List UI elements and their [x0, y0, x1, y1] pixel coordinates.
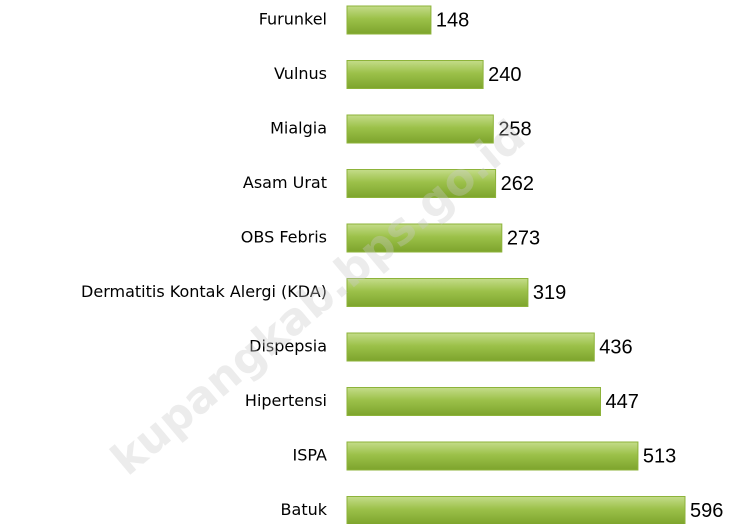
- bar: [346, 441, 639, 471]
- bar: [346, 5, 432, 35]
- value-label: 273: [507, 227, 540, 249]
- value-label: 436: [599, 336, 632, 358]
- value-label: 240: [488, 64, 521, 86]
- category-label: Batuk: [281, 500, 328, 519]
- value-label: 319: [533, 282, 566, 304]
- category-label: Asam Urat: [243, 173, 327, 192]
- value-label: 262: [501, 173, 534, 195]
- bar: [346, 332, 595, 362]
- category-label: ISPA: [293, 446, 328, 465]
- category-label: Furunkel: [259, 10, 327, 29]
- value-label: 258: [498, 118, 531, 140]
- bar: [346, 169, 497, 198]
- bar: [346, 496, 686, 524]
- value-label: 513: [643, 445, 676, 467]
- category-label: Dispepsia: [249, 337, 327, 356]
- bar: [346, 278, 529, 307]
- category-label: Dermatitis Kontak Alergi (KDA): [81, 282, 327, 301]
- bar: [346, 60, 484, 89]
- value-label: 596: [690, 500, 723, 522]
- bar: [346, 387, 601, 416]
- bar: [346, 223, 503, 253]
- category-label: Mialgia: [270, 119, 327, 138]
- bar: [346, 114, 494, 144]
- category-label: OBS Febris: [241, 228, 327, 247]
- value-label: 148: [436, 9, 469, 31]
- value-label: 447: [606, 391, 639, 413]
- category-label: Vulnus: [274, 64, 327, 83]
- category-label: Hipertensi: [245, 391, 327, 410]
